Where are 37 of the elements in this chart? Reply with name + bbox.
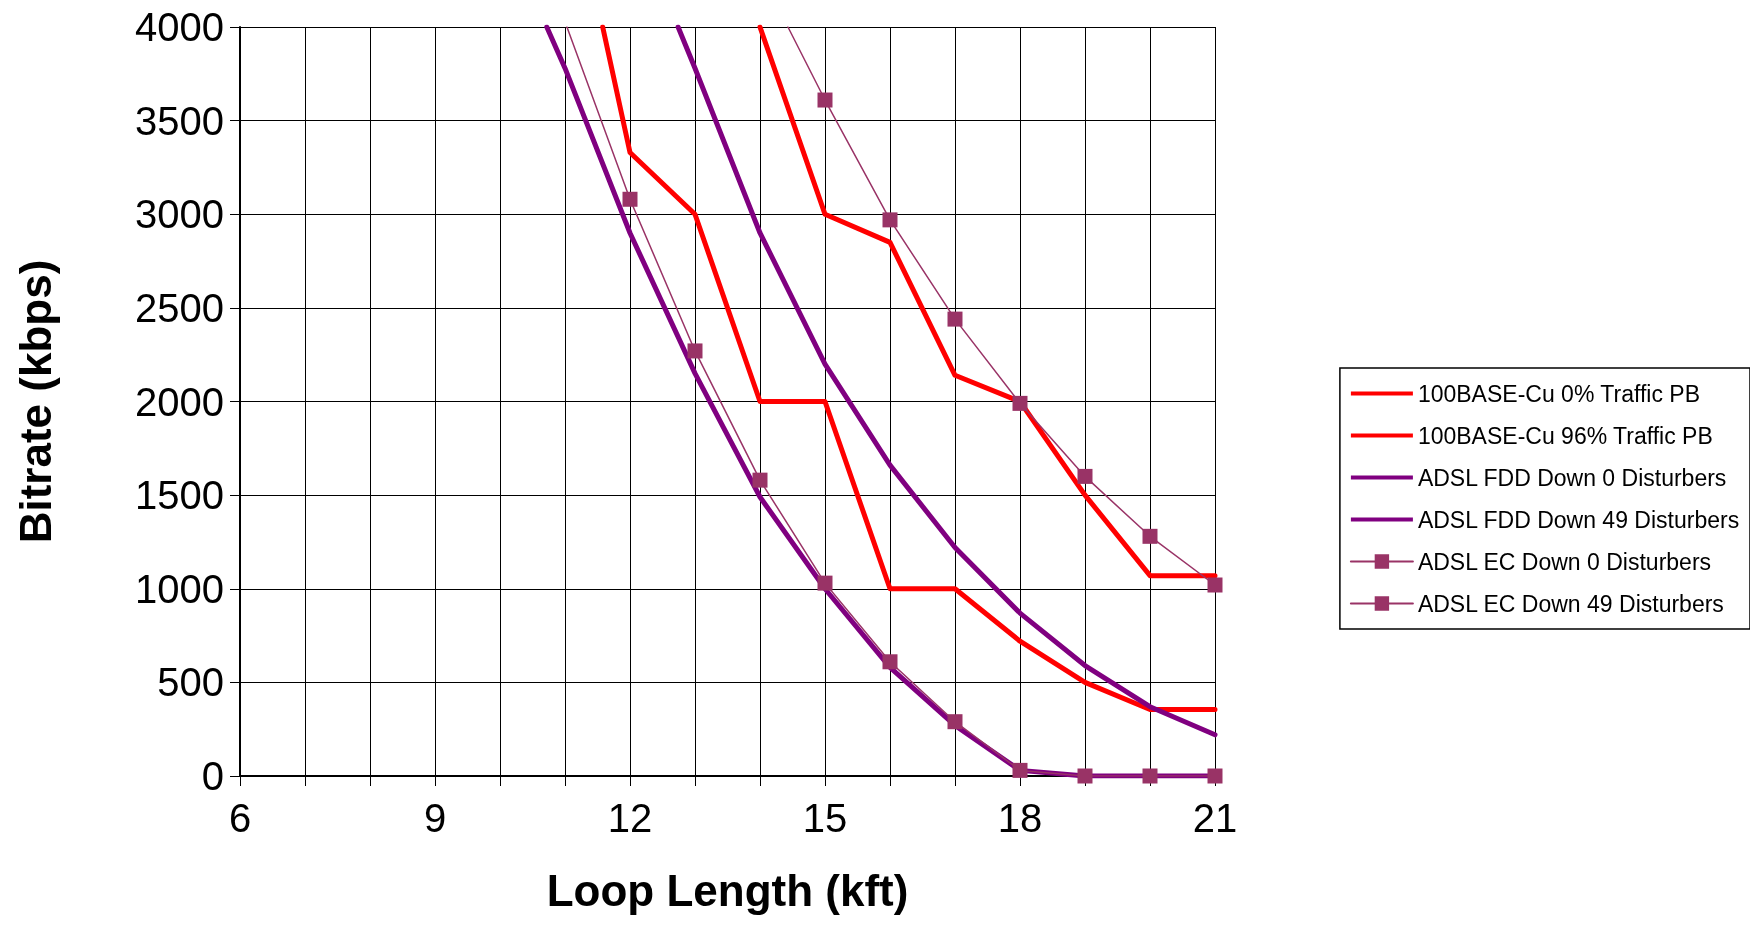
point (947, 714, 963, 730)
legend-label: 100BASE-Cu 96% Traffic PB (1417, 422, 1713, 449)
y-tick-label: 1000 (135, 566, 224, 611)
point (1142, 528, 1158, 544)
legend-label: 100BASE-Cu 0% Traffic PB (1417, 380, 1701, 407)
point (817, 575, 833, 591)
point (687, 343, 703, 359)
point (817, 92, 833, 108)
y-tick-label: 3000 (135, 192, 224, 237)
point (882, 654, 898, 670)
point (1207, 577, 1223, 593)
y-tick-label: 500 (157, 660, 224, 705)
x-tick-label: 15 (802, 796, 848, 840)
y-tick-label: 2000 (135, 379, 224, 424)
y-tick-label: 1500 (135, 473, 224, 518)
point (1012, 395, 1028, 411)
point (1077, 468, 1093, 484)
point (882, 212, 898, 228)
legend-label: ADSL EC Down 49 Disturbers (1417, 590, 1724, 617)
x-axis-title: Loop Length (kft) (546, 865, 909, 915)
legend-label: ADSL FDD Down 0 Disturbers (1417, 464, 1727, 491)
x-tick-label: 6 (228, 796, 252, 840)
y-tick-label: 4000 (135, 5, 224, 49)
point (947, 311, 963, 327)
y-axis-title: Bitrate (kbps) (10, 259, 60, 544)
legend-label: ADSL EC Down 0 Disturbers (1417, 548, 1712, 575)
x-tick-label: 12 (607, 796, 653, 840)
point (1012, 762, 1028, 778)
x-tick-label: 9 (423, 796, 447, 840)
x-tick-label: 21 (1192, 796, 1238, 840)
point (752, 472, 768, 488)
y-tick-label: 3500 (135, 98, 224, 143)
y-tick-label: 0 (201, 754, 224, 798)
legend-label: ADSL FDD Down 49 Disturbers (1417, 506, 1740, 533)
x-tick-label: 18 (997, 796, 1043, 840)
y-tick-label: 2500 (135, 285, 224, 330)
point (622, 191, 638, 207)
